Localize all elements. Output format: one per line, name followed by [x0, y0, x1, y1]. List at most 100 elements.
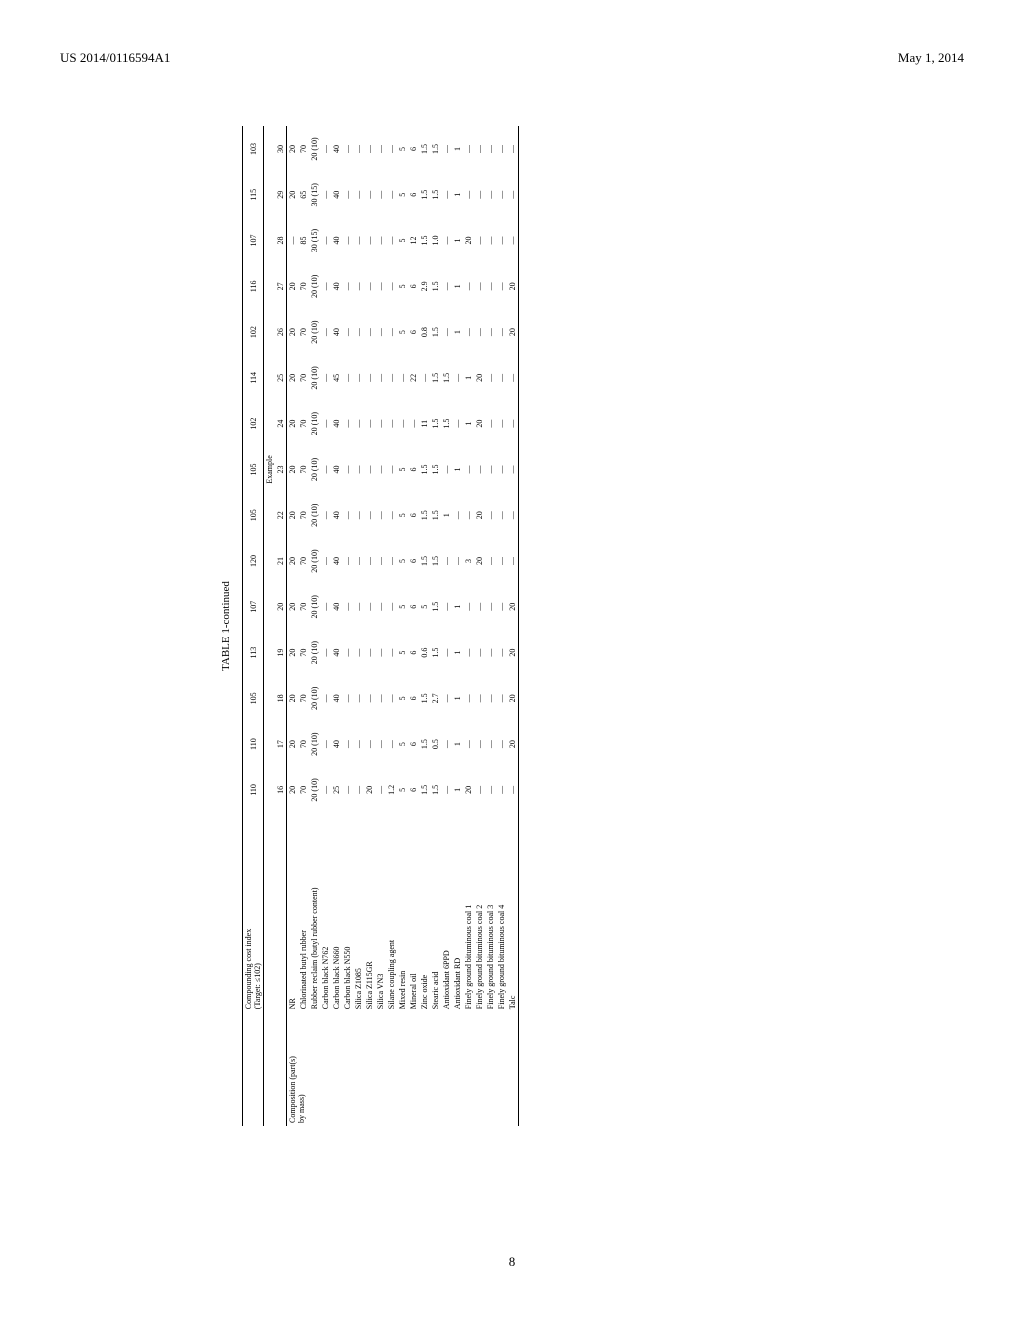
value-cell: — [320, 447, 331, 493]
table-row: Finely ground bituminous coal 120————3——… [463, 126, 474, 1126]
value-cell: 20 (10) [309, 584, 320, 630]
value-cell: 0.8 [419, 309, 430, 355]
value-cell: — [441, 675, 452, 721]
cost-cell: 107 [243, 584, 264, 630]
value-cell: — [496, 447, 507, 493]
value-cell: — [320, 309, 331, 355]
value-cell: 6 [408, 263, 419, 309]
ingredient-label: Carbon black N660 [331, 813, 342, 1012]
value-cell: — [364, 218, 375, 264]
value-cell: 5 [397, 584, 408, 630]
value-cell: — [485, 401, 496, 447]
value-cell: — [386, 401, 397, 447]
value-cell: — [463, 630, 474, 676]
value-cell: 5 [397, 263, 408, 309]
example-num: 19 [275, 630, 287, 676]
value-cell: — [364, 630, 375, 676]
value-cell: 6 [408, 492, 419, 538]
value-cell: 1 [452, 309, 463, 355]
value-cell: 20 [507, 584, 519, 630]
value-cell: 20 [474, 401, 485, 447]
value-cell: — [320, 401, 331, 447]
value-cell: 20 [287, 538, 299, 584]
value-cell: — [441, 538, 452, 584]
value-cell: 1.5 [419, 172, 430, 218]
value-cell: 20 (10) [309, 721, 320, 767]
pub-number: US 2014/0116594A1 [60, 50, 170, 66]
value-cell: — [342, 126, 353, 172]
value-cell: — [496, 675, 507, 721]
cost-cell: 107 [243, 218, 264, 264]
value-cell: — [353, 675, 364, 721]
example-num: 24 [275, 401, 287, 447]
value-cell: — [485, 263, 496, 309]
value-cell: — [386, 172, 397, 218]
value-cell: 20 [287, 355, 299, 401]
value-cell: — [375, 126, 386, 172]
value-cell: — [320, 630, 331, 676]
value-cell: — [353, 584, 364, 630]
example-label-row: Example [264, 126, 276, 1126]
value-cell: 1.5 [430, 172, 441, 218]
value-cell: — [463, 721, 474, 767]
value-cell: — [496, 584, 507, 630]
value-cell: 20 [287, 767, 299, 813]
value-cell: — [463, 584, 474, 630]
example-num: 17 [275, 721, 287, 767]
value-cell: 20 (10) [309, 263, 320, 309]
value-cell: 70 [298, 309, 309, 355]
value-cell: 20 [507, 721, 519, 767]
value-cell: 12 [408, 218, 419, 264]
page-number: 8 [509, 1254, 516, 1270]
value-cell: 1.5 [430, 538, 441, 584]
value-cell: — [441, 767, 452, 813]
cost-cell: 105 [243, 492, 264, 538]
ingredient-label: Rubber reclaim (butyl rubber content) [309, 813, 320, 1012]
value-cell: 85 [298, 218, 309, 264]
value-cell: 70 [298, 538, 309, 584]
value-cell: — [474, 767, 485, 813]
ingredient-label: Silica VN3 [375, 813, 386, 1012]
composition-table: Compounding cost index(Target: ≤102) 110… [242, 126, 521, 1126]
table-row: Stearic acid1.50.52.71.51.51.51.51.51.51… [430, 126, 441, 1126]
value-cell: — [419, 355, 430, 401]
ingredient-label: Mineral oil [408, 813, 419, 1012]
cost-cell: 105 [243, 675, 264, 721]
table-row: Talc—20202020—————2020——— [507, 126, 519, 1126]
table-row: Antioxidant RD11111——1——11111 [452, 126, 463, 1126]
ingredient-label: Carbon black N762 [320, 813, 331, 1012]
value-cell: — [342, 447, 353, 493]
value-cell: — [463, 126, 474, 172]
value-cell: 70 [298, 492, 309, 538]
value-cell: — [320, 584, 331, 630]
value-cell: 70 [298, 630, 309, 676]
value-cell: 5 [397, 721, 408, 767]
example-num: 18 [275, 675, 287, 721]
value-cell: — [342, 721, 353, 767]
cost-cell: 110 [243, 721, 264, 767]
value-cell: 20 (10) [309, 126, 320, 172]
value-cell: — [441, 172, 452, 218]
value-cell: — [463, 675, 474, 721]
value-cell: 20 [463, 218, 474, 264]
value-cell: — [342, 172, 353, 218]
value-cell: 25 [331, 767, 342, 813]
value-cell: 2.9 [419, 263, 430, 309]
value-cell: — [353, 492, 364, 538]
cost-cell: 114 [243, 355, 264, 401]
value-cell: 20 (10) [309, 538, 320, 584]
value-cell: 6 [408, 126, 419, 172]
value-cell: — [353, 538, 364, 584]
value-cell: — [364, 492, 375, 538]
example-num: 20 [275, 584, 287, 630]
value-cell: — [452, 492, 463, 538]
value-cell: 1.5 [430, 767, 441, 813]
value-cell: 20 [287, 126, 299, 172]
cost-cell: 110 [243, 767, 264, 813]
value-cell: — [474, 447, 485, 493]
value-cell: 1.5 [430, 584, 441, 630]
cost-cell: 120 [243, 538, 264, 584]
value-cell: 1.5 [441, 401, 452, 447]
value-cell: 6 [408, 767, 419, 813]
value-cell: — [342, 538, 353, 584]
